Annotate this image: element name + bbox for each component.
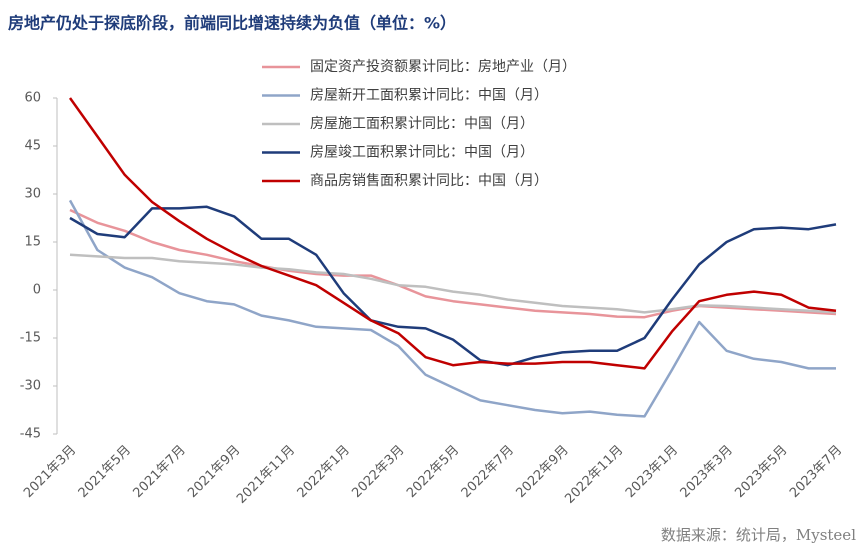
x-tick-label: 2021年3月 <box>21 443 79 501</box>
y-tick-label: -45 <box>20 427 41 442</box>
series-line <box>68 97 837 370</box>
x-tick-label: 2022年7月 <box>459 443 517 501</box>
legend-label: 房屋竣工面积累计同比：中国（月） <box>310 145 534 161</box>
x-tick-label: 2023年3月 <box>678 443 736 501</box>
x-tick-label: 2021年11月 <box>234 443 298 507</box>
series-line <box>69 253 837 314</box>
chart-title: 房地产仍处于探底阶段，前端同比增速持续为负值（单位：%） <box>8 14 456 33</box>
y-tick-label: -30 <box>20 379 41 394</box>
x-tick-label: 2022年11月 <box>562 443 626 507</box>
legend-label: 房屋新开工面积累计同比：中国（月） <box>310 88 548 104</box>
x-tick-label: 2023年7月 <box>787 443 845 501</box>
x-tick-label: 2022年1月 <box>295 443 353 501</box>
x-tick-label: 2022年9月 <box>513 443 571 501</box>
legend-label: 商品房销售面积累计同比：中国（月） <box>310 173 548 189</box>
y-tick-label: 60 <box>24 91 41 106</box>
x-tick-label: 2022年5月 <box>404 443 462 501</box>
x-tick-label: 2021年5月 <box>76 443 134 501</box>
source-note: 数据来源：统计局，Mysteel <box>661 526 856 544</box>
x-tick-label: 2023年1月 <box>623 443 681 501</box>
series-line <box>69 205 837 367</box>
y-tick-label: 30 <box>24 187 41 202</box>
legend-label: 固定资产投资额累计同比：房地产业（月） <box>310 59 576 75</box>
y-tick-label: 15 <box>24 235 41 250</box>
y-tick-label: -15 <box>20 331 41 346</box>
y-tick-label: 0 <box>33 283 41 298</box>
x-tick-label: 2021年9月 <box>185 443 243 501</box>
legend-label: 房屋施工面积累计同比：中国（月） <box>310 116 534 132</box>
x-tick-label: 2021年7月 <box>130 443 188 501</box>
series-line <box>68 199 836 418</box>
x-tick-label: 2023年5月 <box>732 443 790 501</box>
y-tick-label: 45 <box>24 139 41 154</box>
x-tick-label: 2022年3月 <box>349 443 407 501</box>
